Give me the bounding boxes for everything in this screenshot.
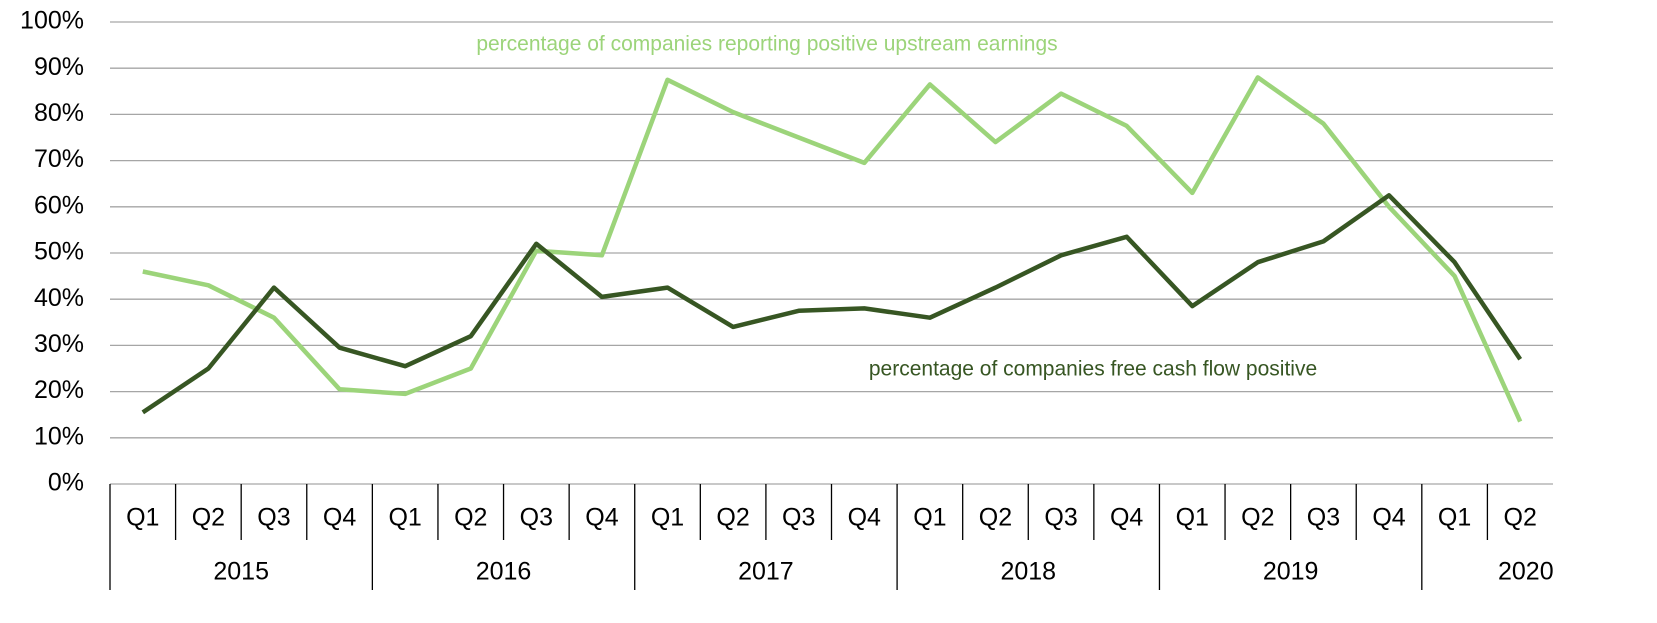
- series-line: [141, 193, 1523, 415]
- y-tick-label: 10%: [34, 422, 84, 450]
- y-tick-label: 50%: [34, 238, 84, 266]
- x-tick-label: Q2: [1504, 504, 1537, 532]
- series-line: [142, 75, 1523, 423]
- series-annotation: percentage of companies free cash flow p…: [869, 358, 1317, 381]
- year-label: 2017: [738, 558, 794, 586]
- year-label: 2015: [213, 558, 269, 586]
- x-tick-label: Q2: [979, 504, 1012, 532]
- x-tick-label: Q1: [913, 504, 946, 532]
- y-tick-label: 80%: [34, 99, 84, 127]
- year-label: 2018: [1000, 558, 1056, 586]
- y-tick-label: 70%: [34, 145, 84, 173]
- x-tick-label: Q4: [585, 504, 618, 532]
- x-tick-label: Q2: [192, 504, 225, 532]
- y-tick-label: 30%: [34, 330, 84, 358]
- x-tick-label: Q4: [1110, 504, 1143, 532]
- x-tick-label: Q1: [1176, 504, 1209, 532]
- x-tick-label: Q3: [782, 504, 815, 532]
- year-label: 2016: [476, 558, 532, 586]
- x-tick-label: Q3: [1044, 504, 1077, 532]
- x-tick-label: Q2: [454, 504, 487, 532]
- y-tick-label: 60%: [34, 191, 84, 219]
- x-tick-label: Q1: [1438, 504, 1471, 532]
- x-tick-label: Q2: [1241, 504, 1274, 532]
- x-tick-label: Q4: [848, 504, 881, 532]
- y-tick-label: 100%: [20, 7, 84, 35]
- x-tick-label: Q1: [388, 504, 421, 532]
- y-tick-label: 20%: [34, 376, 84, 404]
- y-tick-label: 40%: [34, 284, 84, 312]
- x-tick-label: Q4: [323, 504, 356, 532]
- x-tick-label: Q3: [1307, 504, 1340, 532]
- x-tick-label: Q1: [126, 504, 159, 532]
- y-tick-label: 0%: [48, 469, 84, 497]
- x-tick-label: Q4: [1372, 504, 1405, 532]
- x-tick-label: Q3: [257, 504, 290, 532]
- y-tick-label: 90%: [34, 53, 84, 81]
- year-label: 2019: [1263, 558, 1319, 586]
- x-tick-label: Q1: [651, 504, 684, 532]
- series-annotation: percentage of companies reporting positi…: [476, 33, 1057, 56]
- x-tick-label: Q3: [520, 504, 553, 532]
- year-label: 2020: [1498, 558, 1554, 586]
- x-tick-label: Q2: [716, 504, 749, 532]
